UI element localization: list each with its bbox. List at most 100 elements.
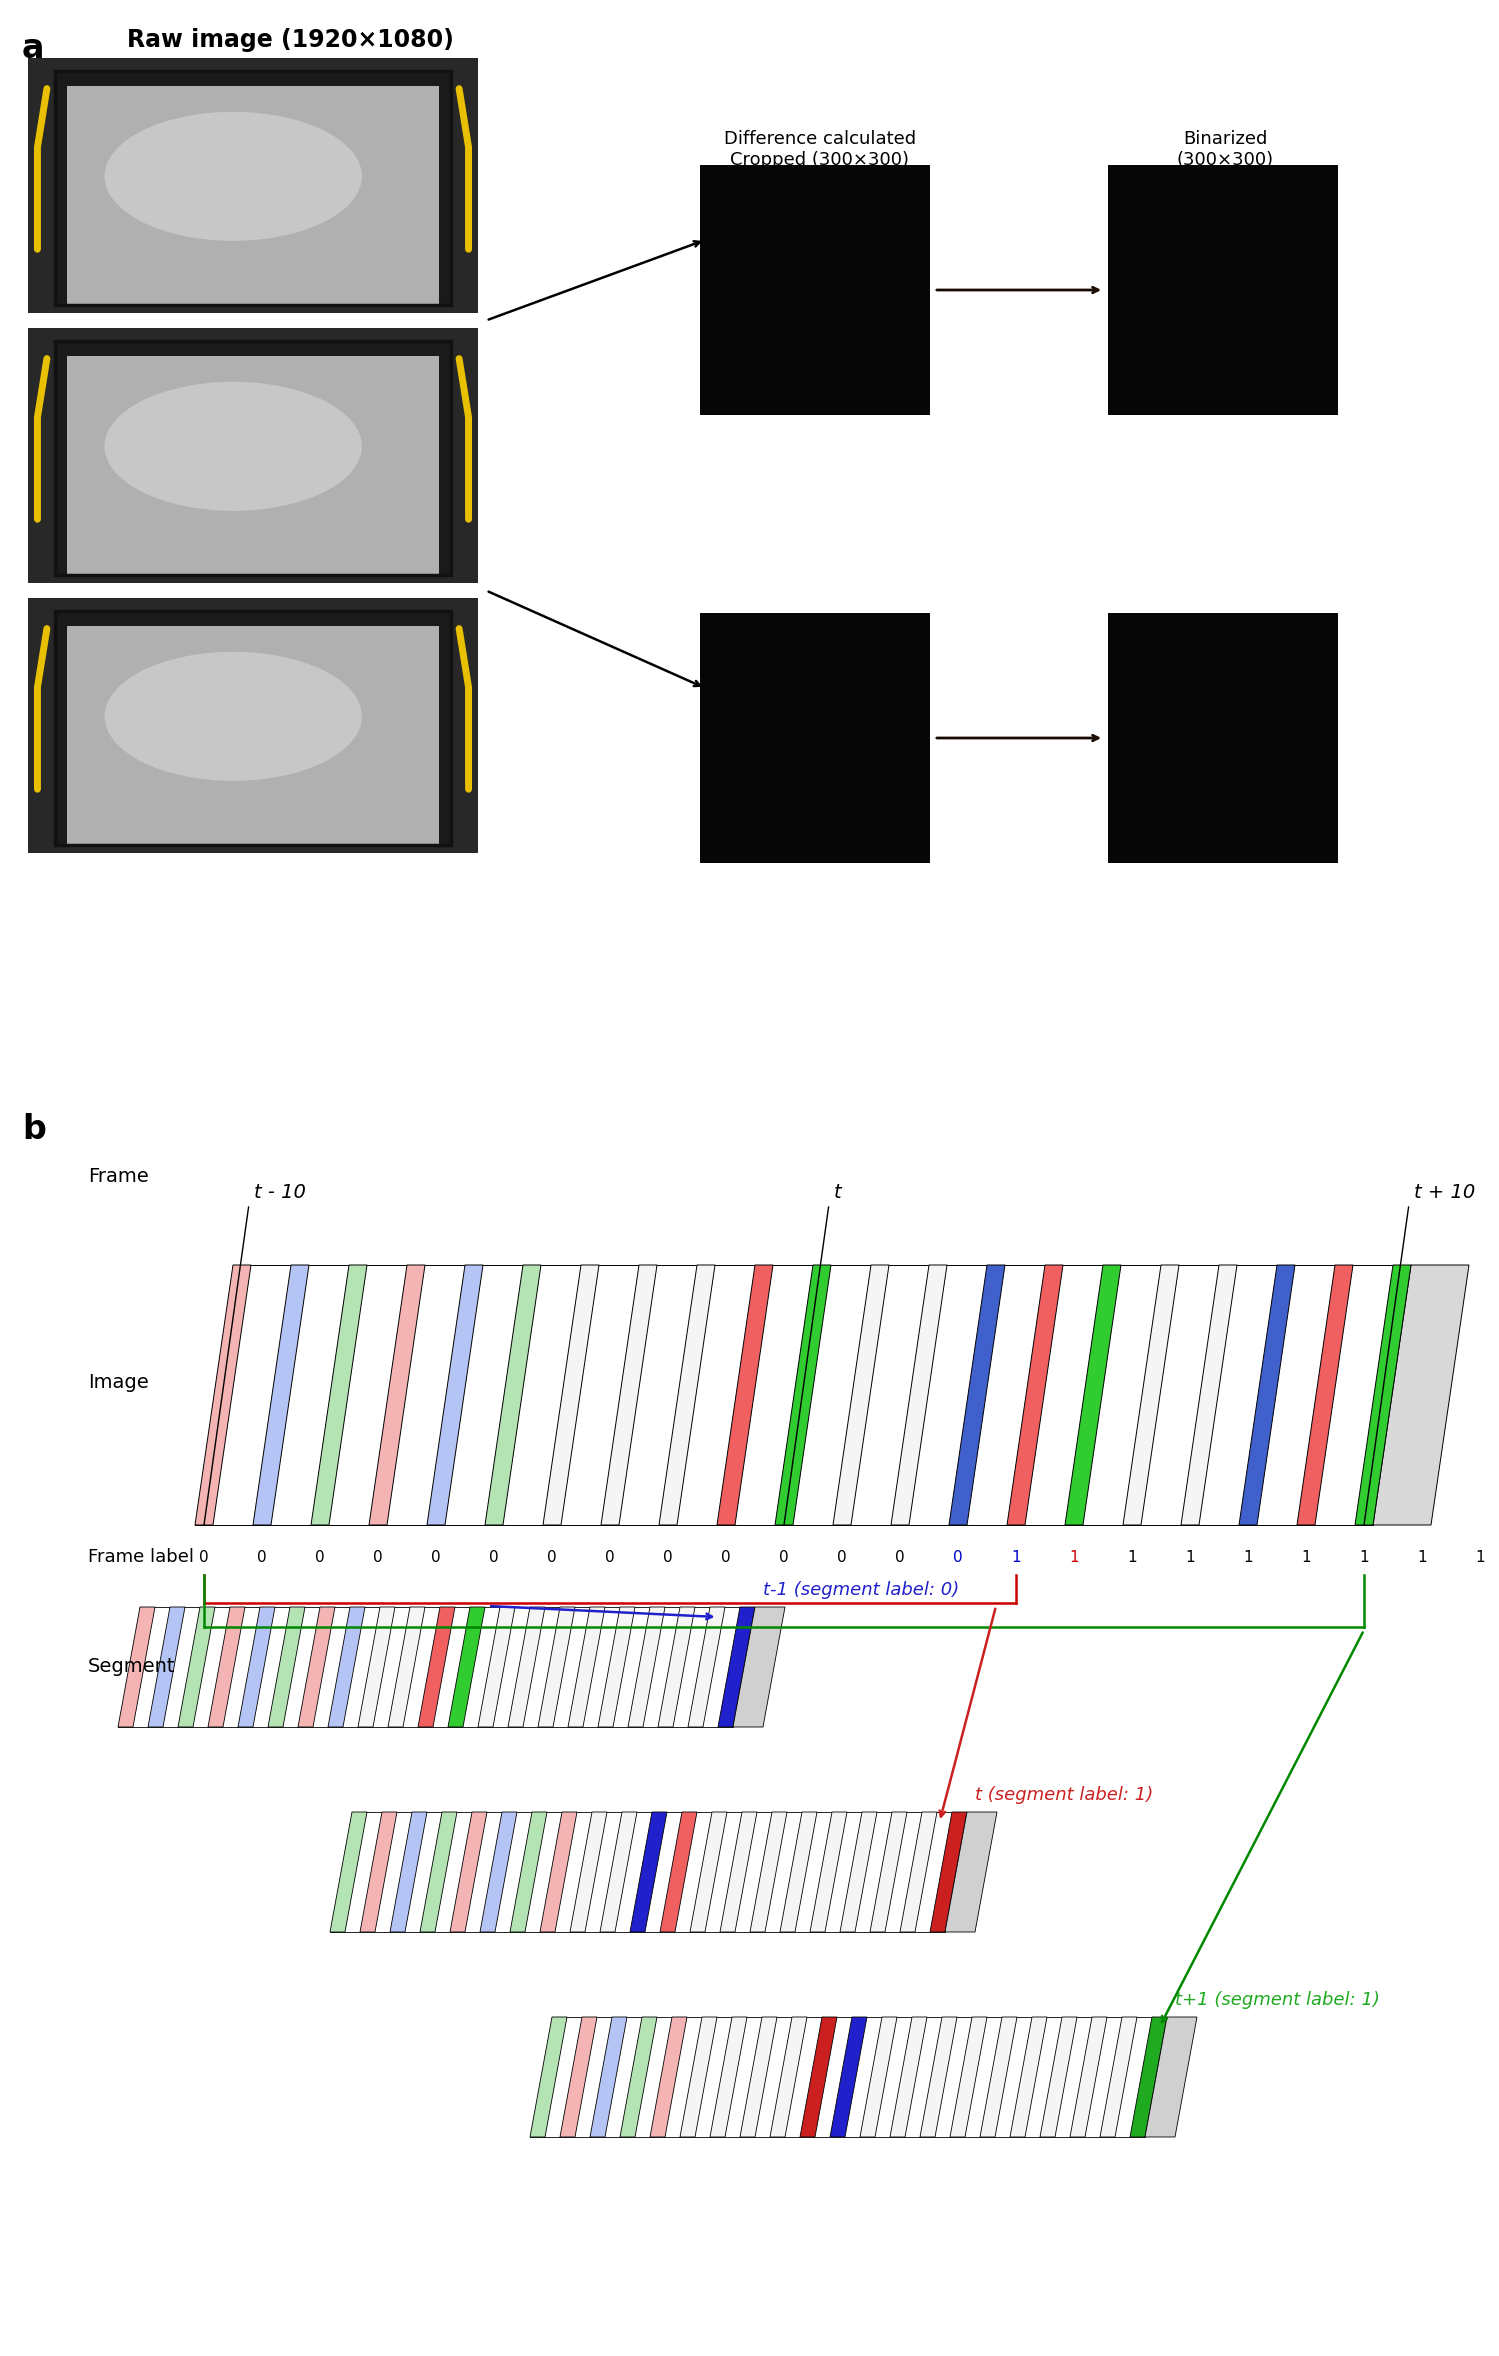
Polygon shape — [839, 1812, 877, 1932]
Text: t: t — [833, 1183, 841, 1202]
Text: 0: 0 — [953, 1550, 962, 1564]
Polygon shape — [538, 1607, 576, 1727]
Polygon shape — [540, 1812, 577, 1932]
Text: Frame: Frame — [88, 1169, 148, 1187]
Polygon shape — [890, 2017, 926, 2137]
Polygon shape — [543, 1265, 600, 1524]
Polygon shape — [929, 1812, 967, 1932]
Bar — [55, 71, 451, 87]
Polygon shape — [718, 1607, 755, 1727]
Polygon shape — [510, 1812, 547, 1932]
Polygon shape — [448, 1607, 486, 1727]
Polygon shape — [688, 1607, 726, 1727]
Polygon shape — [800, 2017, 836, 2137]
Polygon shape — [775, 1265, 830, 1524]
Polygon shape — [480, 1812, 517, 1932]
Polygon shape — [298, 1607, 334, 1727]
Text: 0: 0 — [721, 1550, 732, 1564]
Bar — [700, 165, 929, 415]
Text: Frame label: Frame label — [88, 1548, 193, 1567]
Text: Difference calculated
Cropped (300×300): Difference calculated Cropped (300×300) — [724, 130, 916, 170]
Polygon shape — [890, 1265, 947, 1524]
Polygon shape — [388, 1607, 426, 1727]
Text: 1: 1 — [1069, 1550, 1079, 1564]
Text: 1: 1 — [1012, 1550, 1021, 1564]
Polygon shape — [1040, 2017, 1076, 2137]
Bar — [1108, 165, 1339, 415]
Text: 1: 1 — [1475, 1550, 1486, 1564]
Polygon shape — [478, 1607, 516, 1727]
Bar — [55, 71, 451, 306]
Polygon shape — [486, 1265, 541, 1524]
Polygon shape — [860, 2017, 896, 2137]
Polygon shape — [118, 1607, 154, 1727]
Text: t + 10: t + 10 — [1414, 1183, 1475, 1202]
Polygon shape — [658, 1607, 696, 1727]
Polygon shape — [568, 1607, 606, 1727]
Bar — [28, 59, 478, 313]
Polygon shape — [920, 2017, 956, 2137]
Bar — [55, 71, 451, 306]
Ellipse shape — [105, 653, 361, 780]
Polygon shape — [1100, 2017, 1138, 2137]
Text: 0: 0 — [258, 1550, 267, 1564]
Polygon shape — [809, 1812, 847, 1932]
Polygon shape — [208, 1607, 244, 1727]
Text: b: b — [22, 1112, 46, 1145]
Polygon shape — [628, 1607, 666, 1727]
Bar — [55, 342, 451, 356]
Text: 1: 1 — [1243, 1550, 1253, 1564]
Polygon shape — [310, 1265, 367, 1524]
Polygon shape — [660, 1265, 715, 1524]
Polygon shape — [711, 2017, 747, 2137]
Polygon shape — [660, 1812, 697, 1932]
Bar — [55, 342, 67, 575]
Bar — [55, 610, 451, 846]
Polygon shape — [1240, 1265, 1295, 1524]
Polygon shape — [1297, 1265, 1354, 1524]
Polygon shape — [358, 1607, 396, 1727]
Bar — [439, 610, 451, 846]
Text: 1: 1 — [1301, 1550, 1310, 1564]
Polygon shape — [720, 1812, 757, 1932]
Bar — [439, 342, 451, 575]
Bar — [439, 71, 451, 306]
Polygon shape — [328, 1607, 364, 1727]
Bar — [55, 342, 451, 575]
Polygon shape — [899, 1812, 937, 1932]
Text: Segment: Segment — [88, 1659, 175, 1677]
Polygon shape — [1355, 1265, 1411, 1524]
Polygon shape — [630, 1812, 667, 1932]
Ellipse shape — [105, 382, 361, 511]
Text: t - 10: t - 10 — [253, 1183, 306, 1202]
Polygon shape — [1181, 1265, 1237, 1524]
Polygon shape — [390, 1812, 427, 1932]
Polygon shape — [253, 1265, 309, 1524]
Polygon shape — [750, 1812, 787, 1932]
Polygon shape — [369, 1265, 426, 1524]
Bar — [55, 610, 451, 627]
Text: 1: 1 — [1186, 1550, 1195, 1564]
Bar — [700, 613, 929, 862]
Polygon shape — [1123, 1265, 1180, 1524]
Polygon shape — [268, 1607, 304, 1727]
Bar — [28, 598, 478, 853]
Polygon shape — [949, 1265, 1004, 1524]
Bar — [28, 327, 478, 582]
Polygon shape — [330, 1812, 367, 1932]
Polygon shape — [717, 1265, 773, 1524]
Bar — [1108, 613, 1339, 862]
Bar — [55, 610, 451, 846]
Text: 0: 0 — [432, 1550, 441, 1564]
Polygon shape — [779, 1812, 817, 1932]
Bar — [55, 610, 67, 846]
Polygon shape — [733, 1607, 785, 1727]
Text: t-1 (segment label: 0): t-1 (segment label: 0) — [763, 1581, 959, 1600]
Polygon shape — [681, 2017, 717, 2137]
Polygon shape — [418, 1607, 456, 1727]
Text: 0: 0 — [779, 1550, 788, 1564]
Polygon shape — [238, 1607, 274, 1727]
Text: 0: 0 — [315, 1550, 325, 1564]
Text: t (segment label: 1): t (segment label: 1) — [974, 1786, 1153, 1805]
Text: a: a — [22, 33, 45, 66]
